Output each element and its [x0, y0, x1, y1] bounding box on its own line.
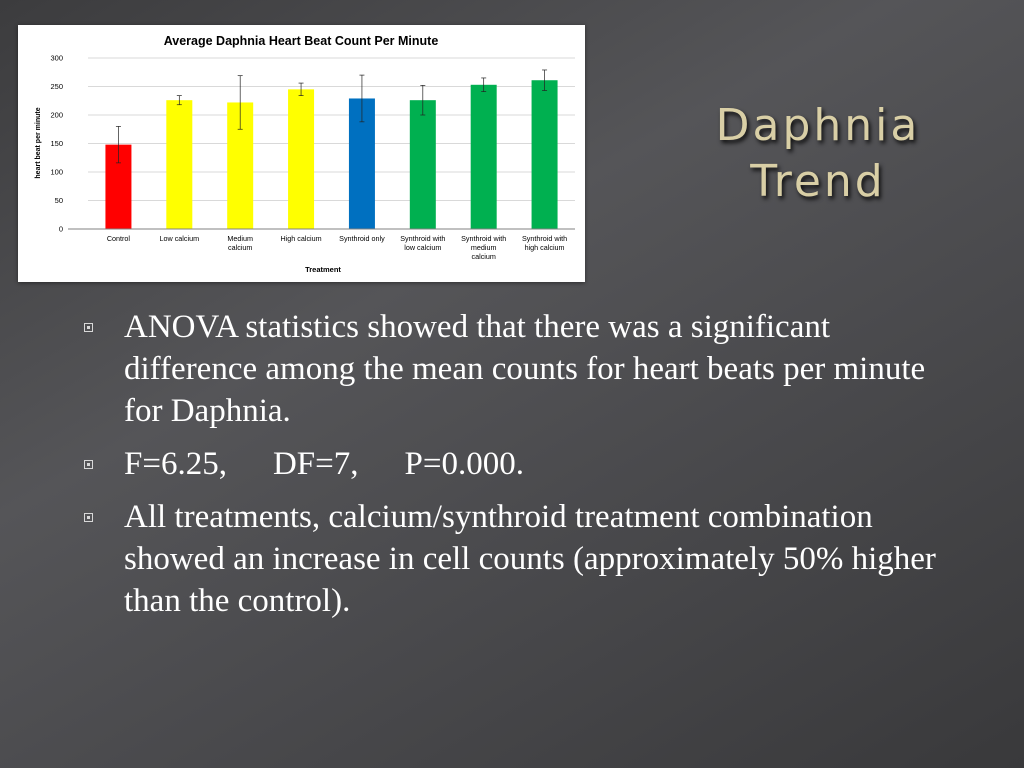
bar	[288, 89, 315, 229]
y-tick-label: 250	[50, 82, 63, 91]
y-tick-label: 300	[50, 54, 63, 63]
x-axis-label: Treatment	[305, 265, 341, 274]
y-tick-label: 50	[55, 196, 63, 205]
x-tick-label: Control	[107, 234, 131, 243]
x-tick-label: medium	[471, 243, 497, 252]
y-tick-label: 150	[50, 139, 63, 148]
slide-title-line-2: Trend	[750, 156, 886, 207]
error-bars	[115, 69, 548, 164]
x-tick-label: Low calcium	[160, 234, 200, 243]
y-axis-ticks: 0 50 100 150 200 250 300	[50, 54, 63, 234]
square-bullet-icon	[84, 460, 93, 469]
y-tick-label: 200	[50, 111, 63, 120]
y-tick-label: 0	[59, 225, 63, 234]
stat-f: F=6.25,	[124, 446, 227, 482]
square-bullet-icon	[84, 323, 93, 332]
bullet-item: ANOVA statistics showed that there was a…	[80, 306, 960, 432]
x-tick-label: low calcium	[404, 243, 441, 252]
slide-title: Daphnia Trend	[660, 98, 976, 210]
bar	[531, 80, 558, 229]
stat-p: P=0.000.	[404, 446, 524, 482]
x-tick-label: Synthroid with	[522, 234, 567, 243]
bars	[105, 80, 558, 230]
bullet-item-stats: F=6.25, DF=7, P=0.000.	[80, 443, 960, 485]
x-tick-label: Medium	[227, 234, 253, 243]
bullet-item: All treatments, calcium/synthroid treatm…	[80, 496, 960, 622]
bullet-text: All treatments, calcium/synthroid treatm…	[124, 499, 936, 619]
bullet-list: ANOVA statistics showed that there was a…	[80, 306, 960, 633]
chart-panel: Average Daphnia Heart Beat Count Per Min…	[18, 25, 585, 282]
bar-chart: Average Daphnia Heart Beat Count Per Min…	[35, 34, 575, 274]
y-tick-label: 100	[50, 168, 63, 177]
x-tick-label: Synthroid with	[400, 234, 445, 243]
bar	[409, 100, 436, 230]
y-axis-label: heart beat per minute	[35, 107, 42, 178]
x-tick-label: Synthroid with	[461, 234, 506, 243]
chart-title: Average Daphnia Heart Beat Count Per Min…	[164, 34, 439, 48]
x-tick-label: high calcium	[525, 243, 565, 252]
gridlines	[88, 57, 575, 201]
stat-df: DF=7,	[272, 446, 359, 482]
bar	[166, 100, 193, 230]
bar	[470, 84, 497, 229]
x-tick-label: Synthroid only	[339, 234, 385, 243]
bullet-text: ANOVA statistics showed that there was a…	[124, 309, 926, 429]
x-tick-label: calcium	[228, 243, 252, 252]
x-tick-label: High calcium	[280, 234, 321, 243]
square-bullet-icon	[84, 513, 93, 522]
slide-title-line-1: Daphnia	[715, 100, 921, 151]
x-tick-label: calcium	[472, 252, 496, 261]
